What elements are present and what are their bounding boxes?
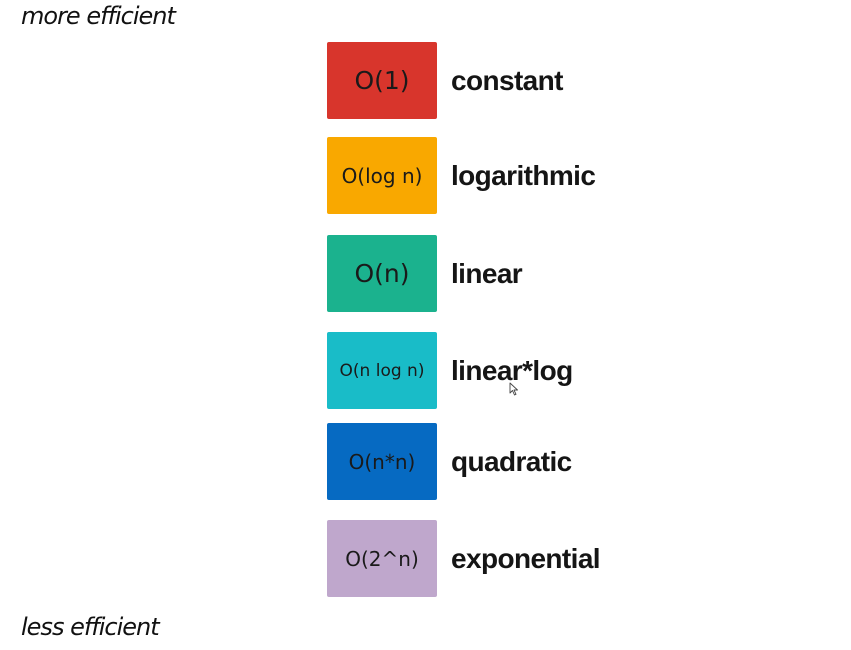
complexity-box-exponential: O(2^n) — [327, 520, 437, 597]
complexity-row-linear-log: O(n log n) linear*log — [327, 332, 573, 409]
mouse-pointer-icon — [509, 382, 518, 396]
complexity-name-quadratic: quadratic — [451, 445, 572, 477]
complexity-row-constant: O(1) constant — [327, 42, 563, 119]
complexity-box-constant: O(1) — [327, 42, 437, 119]
complexity-name-linear-log: linear*log — [451, 354, 573, 386]
complexity-name-linear: linear — [451, 257, 523, 289]
more-efficient-label: more efficient — [21, 2, 176, 30]
complexity-box-linear-log: O(n log n) — [327, 332, 437, 409]
complexity-name-exponential: exponential — [451, 542, 601, 574]
complexity-name-logarithmic: logarithmic — [451, 159, 596, 191]
complexity-name-constant: constant — [451, 64, 563, 96]
complexity-box-logarithmic: O(log n) — [327, 137, 437, 214]
complexity-row-quadratic: O(n*n) quadratic — [327, 423, 572, 500]
complexity-row-exponential: O(2^n) exponential — [327, 520, 601, 597]
complexity-box-quadratic: O(n*n) — [327, 423, 437, 500]
complexity-row-logarithmic: O(log n) logarithmic — [327, 137, 596, 214]
complexity-row-linear: O(n) linear — [327, 235, 523, 312]
less-efficient-label: less efficient — [21, 613, 160, 641]
complexity-box-linear: O(n) — [327, 235, 437, 312]
